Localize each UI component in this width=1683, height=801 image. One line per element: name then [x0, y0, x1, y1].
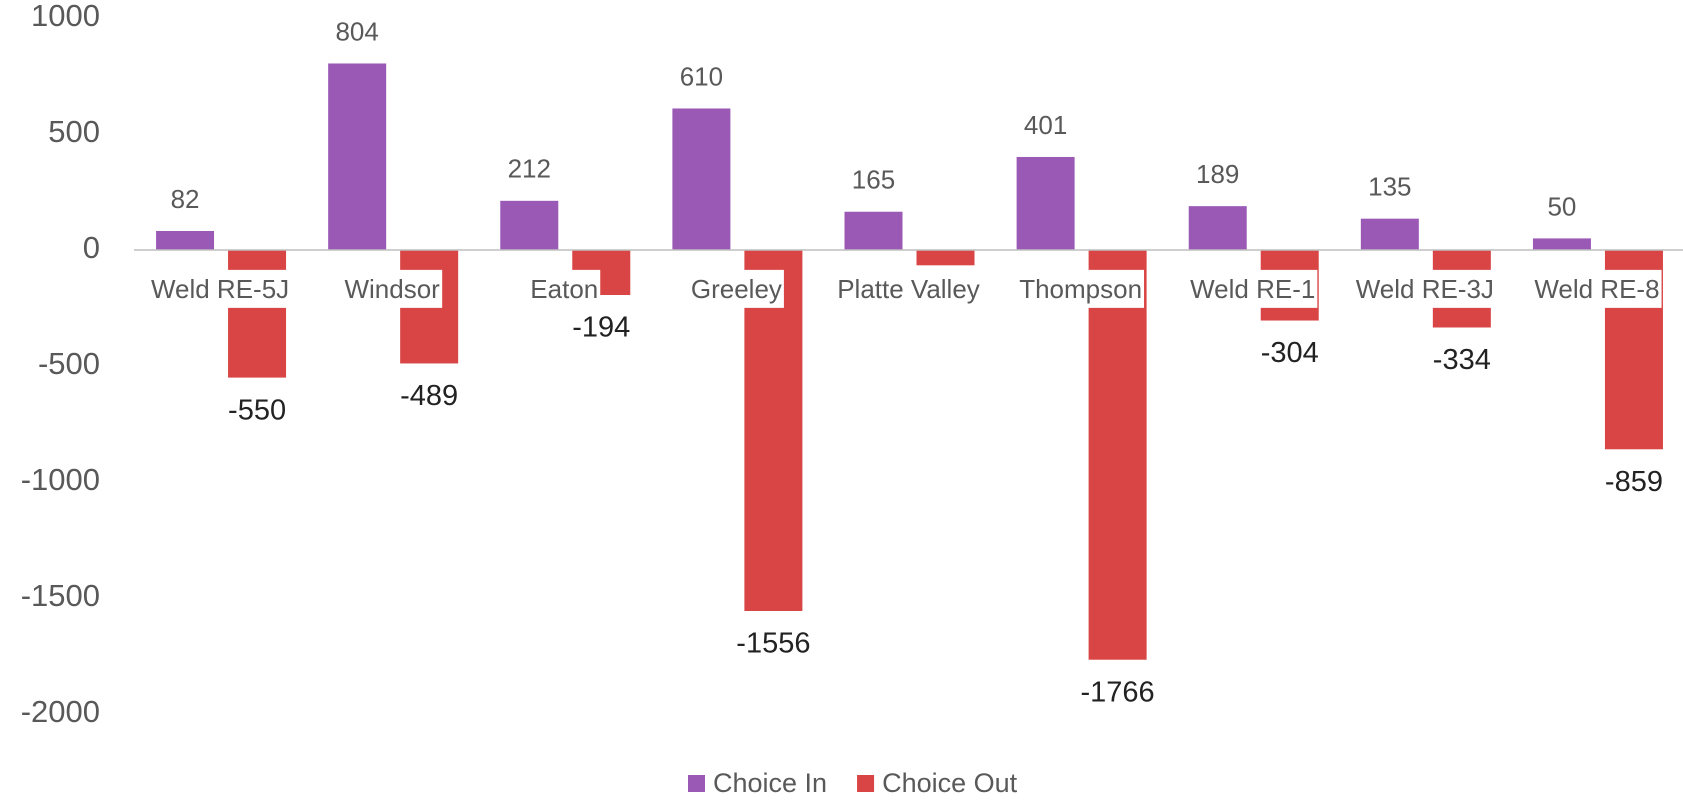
y-tick-label: 0: [83, 230, 100, 265]
bar: [228, 250, 287, 378]
x-tick-label: Weld RE-1: [1190, 274, 1315, 304]
category-label-bg: [528, 269, 601, 308]
data-label: 50: [1547, 191, 1576, 221]
data-label: -194: [572, 312, 630, 344]
bar: [916, 250, 975, 266]
data-label: -1556: [736, 628, 810, 660]
data-label: 804: [335, 16, 378, 46]
y-tick-label: 1000: [31, 0, 100, 33]
bar: [1016, 156, 1075, 250]
data-label: 401: [1024, 110, 1067, 140]
data-label: 212: [508, 154, 551, 184]
data-label: 610: [680, 61, 723, 91]
bar: [1532, 238, 1591, 250]
x-tick-label: Thompson: [1019, 274, 1142, 304]
x-tick-label: Platte Valley: [837, 274, 980, 304]
x-tick-label: Greeley: [691, 274, 782, 304]
x-tick-label: Weld RE-8: [1534, 274, 1659, 304]
bar: [744, 250, 803, 611]
data-label: 135: [1368, 172, 1411, 202]
data-label: 82: [171, 184, 200, 214]
y-tick-label: -1000: [21, 462, 100, 497]
data-label: -859: [1605, 466, 1663, 498]
bar: [844, 211, 903, 250]
data-label: -334: [1433, 344, 1491, 376]
x-tick-label: Eaton: [530, 274, 598, 304]
bar: [500, 200, 559, 250]
category-label-bg: [1188, 269, 1318, 308]
x-tick-label: Windsor: [344, 274, 440, 304]
legend-label: Choice Out: [882, 768, 1018, 798]
data-label: -1766: [1081, 676, 1155, 708]
y-tick-label: -1500: [21, 578, 100, 613]
category-label-bg: [148, 269, 292, 308]
category-label-bg: [1532, 269, 1662, 308]
bar: [328, 63, 387, 250]
legend-label: Choice In: [713, 768, 827, 798]
category-label-bg: [688, 269, 784, 308]
category-label-bg: [835, 269, 982, 308]
x-tick-label: Weld RE-3J: [1356, 274, 1494, 304]
bar: [1360, 218, 1419, 250]
category-label-bg: [1017, 269, 1145, 308]
legend: Choice In Choice Out: [688, 768, 1018, 798]
y-tick-label: 500: [48, 114, 100, 149]
data-label: 165: [852, 165, 895, 195]
y-tick-label: -2000: [21, 694, 100, 729]
y-tick-label: -500: [38, 346, 100, 381]
category-label-bg: [1353, 269, 1496, 308]
data-label: 189: [1196, 159, 1239, 189]
data-label: -550: [228, 394, 286, 426]
bar: [1188, 206, 1247, 250]
data-label: -304: [1261, 337, 1319, 369]
bar: [1088, 250, 1147, 660]
bar: [156, 230, 215, 250]
category-label-bg: [342, 269, 443, 308]
legend-swatch: [857, 775, 875, 792]
legend-swatch: [688, 775, 705, 792]
x-tick-label: Weld RE-5J: [151, 274, 289, 304]
bar: [672, 108, 731, 250]
data-label: -489: [400, 380, 458, 412]
